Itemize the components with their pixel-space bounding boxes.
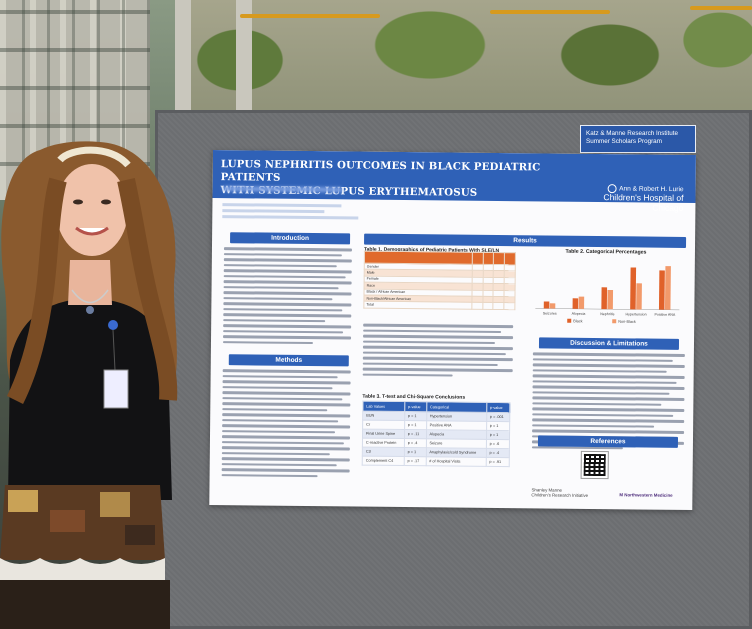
table2-cell: p = .4 [485,448,510,458]
table1-row-label: Total [363,301,472,309]
table2-cell: p = 1 [486,430,510,440]
sponsor-line-1: Katz & Manne Research Institute [586,130,679,137]
table2-cell: Complement C4 [362,456,405,466]
poster-title-line-1: LUPUS NEPHRITIS OUTCOMES IN BLACK PEDIAT… [220,158,541,184]
cardigan [8,298,172,500]
chart-bar [601,287,608,310]
skirt-pattern [100,492,130,517]
qr-code-icon [580,450,609,480]
results-header: Results [364,233,687,248]
chart-bar [664,266,671,310]
hair-strand [117,178,178,401]
table2-cell: p = .001 [486,412,510,422]
table2-cell: BUN [362,411,405,421]
logo-line-2: Children's Hospital of Chicago [603,192,684,213]
orange-beam [690,6,752,10]
legend-label: Non-Black [618,320,636,324]
table2-cell: p = .91 [485,457,510,467]
table2-header-cell: p-value [404,401,427,412]
chart-x-tick-label: Seizures [543,311,557,315]
chart-bar [658,270,665,310]
trees-background [180,0,752,120]
methods-header: Methods [228,354,349,367]
research-poster: LUPUS NEPHRITIS OUTCOMES IN BLACK PEDIAT… [209,150,696,511]
skirt-pattern [8,490,38,512]
chart-bar [630,267,637,310]
orange-beam [240,14,380,18]
chart-x-tick-label: Nephritis [600,312,614,316]
footer-left-line-2: Children's Research Initiative [531,492,589,498]
chart-x-axis [535,308,680,311]
legs [0,580,170,629]
orange-beam [490,10,610,14]
legend-label: Black [573,319,582,323]
ttest-table: Lab Values p-value Categorical p-value BUN p … [362,401,511,468]
discussion-header: Discussion & Limitations [538,337,680,350]
author-affiliations [222,200,392,224]
chart-bar [572,298,579,309]
table2-cell: p = 1 [404,447,426,457]
pin-badge [108,320,118,330]
table2-cell: p = 1 [404,420,427,430]
chart-x-tick-label: Alopecia [572,312,586,316]
lanyard [112,329,116,371]
table2-cell: p = .4 [404,438,427,448]
table2-cell: p = 1 [404,411,427,421]
footer-left: Shanley Manne Children's Research Initia… [531,487,588,498]
chart-bar [607,289,614,310]
footer-right: M Northwestern Medicine [619,492,673,498]
table2-cell: Final Urine Spine [362,429,405,439]
skirt-pattern [50,510,85,532]
right-eye [101,199,111,205]
table2-cell: # of Hospital Visits [425,456,486,467]
table2-header-cell: Categorical [426,401,487,413]
chart-svg: Seizures Alopecia Nephritis Hypertension Pos… [535,266,680,324]
neck [68,260,112,305]
table2-header-cell: p-value [486,402,510,413]
chart-x-tick-label: Hypertension [625,312,646,316]
chart-bar [578,296,585,309]
left-eye [73,199,83,205]
skirt-pattern [125,525,155,545]
introduction-header: Introduction [230,232,351,245]
chart-bar [636,283,642,310]
introduction-text [222,247,352,347]
poster-title: LUPUS NEPHRITIS OUTCOMES IN BLACK PEDIAT… [221,158,551,200]
table2-cell: p = .6 [486,439,510,449]
demographics-table: Gender Male Female Race Black / African … [363,251,516,310]
chart-x-tick-label: Positive ANA [654,313,675,317]
glass-pillar [175,0,191,120]
legend-swatch [612,319,617,324]
sponsor-line-2: Summer Scholars Program [586,137,662,145]
table2-cell: C-reactive Protein [362,438,405,448]
table2-title: Table 3. T-test and Chi-Square Conclusio… [362,393,466,401]
person-figure [0,141,178,629]
hospital-logo: Ann & Robert H. Lurie Children's Hospita… [573,184,684,214]
results-text [362,323,514,381]
methods-text [221,369,351,480]
references-header: References [537,435,679,448]
table2-cell: p = .17 [403,456,426,466]
glass-pillar [236,0,252,120]
legend-swatch [567,318,572,323]
hair-strand [6,177,67,405]
headband [57,146,131,168]
poster-header: LUPUS NEPHRITIS OUTCOMES IN BLACK PEDIAT… [212,150,696,213]
table2-cell: Cr [362,420,405,430]
smile [75,226,109,236]
necklace-pendant [86,306,94,314]
table2-cell: p = 1 [486,421,510,431]
necklace [71,289,109,304]
face [56,164,128,256]
id-badge [103,369,129,409]
lace-trim [0,558,165,580]
table2-cell: p = .11 [404,429,427,439]
table2-header-cell: Lab Values [362,401,405,412]
sponsor-badge: Katz & Manne Research Institute Summer S… [580,125,696,153]
categorical-bar-chart: Table 2. Categorical Percentages Seizure… [527,248,684,330]
chart-bar [543,301,550,309]
chart-bar [549,303,556,309]
table-row: Complement C4 p = .17 # of Hospital Visits… [362,456,510,467]
table2-cell: C3 [362,447,405,457]
